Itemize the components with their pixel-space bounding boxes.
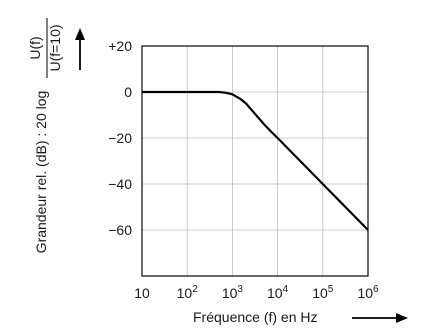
x-axis-label: Fréquence (f) en Hz [193,309,318,325]
y-axis-label-main: Grandeur rel. (dB) : 20 log [33,91,49,254]
response-curve [142,90,369,231]
y-tick-label: +20 [108,38,132,54]
x-tick-label: 105 [312,284,334,301]
y-axis-label: Grandeur rel. (dB) : 20 log U(f) U(f=10) [27,18,63,253]
y-axis-label-numerator: U(f) [27,36,43,59]
y-tick-label: −40 [108,176,132,192]
y-tick-label: −60 [108,222,132,238]
y-tick-label: −20 [108,130,132,146]
x-tick-label: 106 [357,284,379,301]
y-axis-label-denominator: U(f=10) [47,24,63,71]
grid [141,45,369,277]
x-axis-ticks: 10 102 103 104 105 106 [134,284,379,301]
x-axis-arrow [352,313,408,323]
y-axis-arrow [75,28,85,70]
plot-frame [141,45,369,277]
y-tick-label: 0 [124,84,132,100]
x-tick-label: 10 [134,285,150,301]
x-tick-label: 103 [222,284,244,301]
y-axis-ticks: +20 0 −20 −40 −60 [108,38,132,238]
x-tick-label: 104 [267,284,289,301]
x-tick-label: 102 [177,284,199,301]
